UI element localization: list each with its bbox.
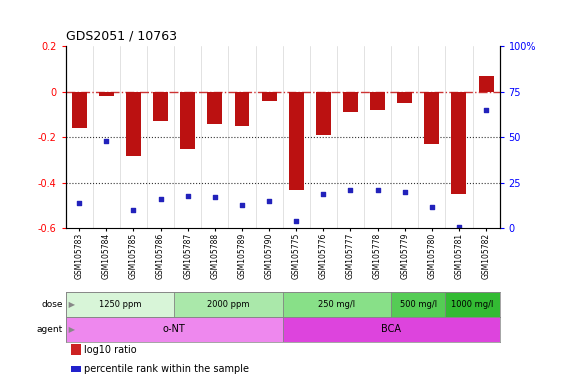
Text: ▶: ▶ [66, 300, 75, 309]
Point [238, 202, 247, 208]
Bar [153, 92, 168, 121]
Point [156, 196, 165, 202]
Bar [370, 92, 385, 110]
Bar [452, 92, 467, 194]
Bar [391, 292, 445, 317]
Point [400, 189, 409, 195]
Point [129, 207, 138, 213]
Point [427, 204, 436, 210]
Point [455, 223, 464, 230]
Point [264, 198, 274, 204]
Text: 1000 mg/l: 1000 mg/l [451, 300, 494, 309]
Point [292, 218, 301, 224]
Text: 2000 ppm: 2000 ppm [207, 300, 250, 309]
Point [373, 187, 382, 193]
Text: ▶: ▶ [66, 325, 75, 334]
Text: dose: dose [41, 300, 63, 309]
Text: 500 mg/l: 500 mg/l [400, 300, 437, 309]
Bar [478, 76, 493, 92]
Bar [235, 92, 250, 126]
Bar [180, 92, 195, 149]
Point [102, 138, 111, 144]
Bar [289, 92, 304, 190]
Text: percentile rank within the sample: percentile rank within the sample [84, 364, 249, 374]
Point [319, 191, 328, 197]
Point [75, 200, 84, 206]
Point [481, 107, 490, 113]
Bar [207, 92, 222, 124]
Bar [66, 317, 283, 342]
Text: o-NT: o-NT [163, 324, 186, 334]
Point [183, 192, 192, 199]
Text: log10 ratio: log10 ratio [84, 345, 136, 355]
Bar [283, 292, 391, 317]
Bar [397, 92, 412, 103]
Bar [424, 92, 439, 144]
Point [346, 187, 355, 193]
Text: GDS2051 / 10763: GDS2051 / 10763 [66, 29, 176, 42]
Text: 250 mg/l: 250 mg/l [318, 300, 356, 309]
Bar [174, 292, 283, 317]
Bar [445, 292, 500, 317]
Text: BCA: BCA [381, 324, 401, 334]
Bar [283, 317, 500, 342]
Bar [66, 292, 174, 317]
Bar [126, 92, 141, 156]
Bar [316, 92, 331, 135]
Bar [99, 92, 114, 96]
Bar [343, 92, 358, 112]
Bar [72, 92, 87, 128]
Bar [262, 92, 276, 101]
Text: 1250 ppm: 1250 ppm [99, 300, 141, 309]
Text: agent: agent [37, 325, 63, 334]
Point [210, 194, 219, 200]
